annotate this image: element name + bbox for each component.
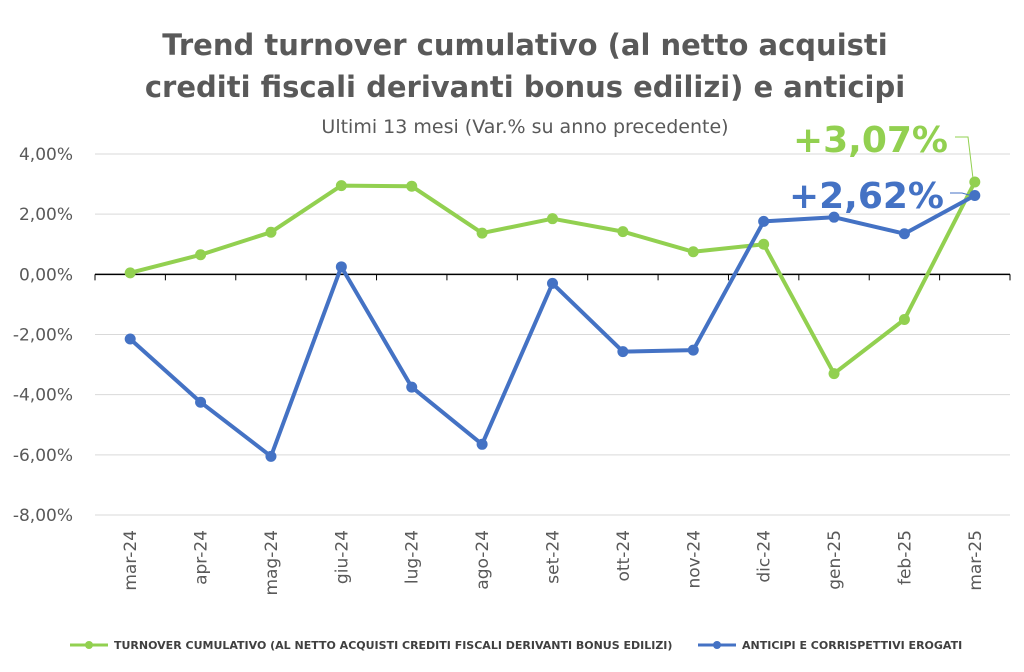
- legend: TURNOVER CUMULATIVO (AL NETTO ACQUISTI C…: [70, 639, 962, 652]
- data-point-anticipi: [547, 277, 558, 289]
- data-point-turnover: [758, 238, 770, 250]
- x-tick-label: ago-24: [473, 530, 493, 590]
- x-tick-label: giu-24: [332, 530, 352, 584]
- x-tick-label: set-24: [544, 530, 564, 584]
- x-tick-label: lug-24: [403, 530, 423, 584]
- data-point-anticipi: [687, 344, 699, 356]
- data-point-turnover: [335, 180, 347, 192]
- x-tick-label: mag-24: [262, 530, 282, 596]
- callout-leader-turnover: [955, 136, 974, 178]
- data-point-anticipi: [265, 450, 277, 462]
- data-point-turnover: [406, 180, 418, 192]
- data-point-anticipi: [406, 381, 418, 393]
- x-tick-label: mar-25: [966, 530, 986, 591]
- data-point-anticipi: [969, 190, 981, 202]
- legend-marker-anticipi: [713, 641, 721, 649]
- data-point-turnover: [124, 267, 136, 279]
- x-tick-label: nov-24: [684, 530, 704, 589]
- data-point-turnover: [969, 176, 981, 188]
- x-tick-label: feb-25: [895, 530, 915, 585]
- data-point-anticipi: [828, 211, 840, 223]
- chart-title-line1: Trend turnover cumulativo (al netto acqu…: [162, 28, 887, 62]
- data-point-anticipi: [476, 438, 488, 450]
- chart-title-line2: crediti fiscali derivanti bonus edilizi)…: [145, 70, 905, 104]
- y-tick-label: 4,00%: [19, 145, 73, 165]
- data-point-turnover: [617, 226, 629, 238]
- y-axis-ticks: 4,00% 2,00% 0,00% -2,00% -4,00% -6,00% -8,00%: [13, 145, 73, 526]
- x-axis: mar-24 apr-24 mag-24 giu-24 lug-24 ago-24 set-…: [94, 273, 1011, 596]
- data-point-turnover: [687, 246, 699, 258]
- y-tick-label: 2,00%: [19, 205, 73, 225]
- data-point-turnover: [265, 226, 277, 238]
- chart-subtitle: Ultimi 13 mesi (Var.% su anno precedente…: [321, 116, 728, 138]
- callouts: +3,07% +2,62%: [789, 120, 974, 217]
- y-tick-label: -6,00%: [13, 446, 73, 466]
- x-tick-label: ott-24: [614, 530, 634, 582]
- data-point-turnover: [476, 227, 488, 239]
- legend-label-turnover: TURNOVER CUMULATIVO (AL NETTO ACQUISTI C…: [114, 639, 672, 652]
- legend-item-turnover: TURNOVER CUMULATIVO (AL NETTO ACQUISTI C…: [70, 639, 672, 652]
- data-point-anticipi: [898, 228, 910, 240]
- y-tick-label: -4,00%: [13, 386, 73, 406]
- gridlines: [95, 153, 1010, 516]
- y-tick-label: -8,00%: [13, 506, 73, 526]
- data-point-turnover: [195, 249, 207, 261]
- legend-item-anticipi: ANTICIPI E CORRISPETTIVI EROGATI: [698, 639, 962, 652]
- data-point-anticipi: [195, 396, 207, 408]
- x-tick-label: apr-24: [192, 530, 212, 585]
- callout-leader-anticipi: [950, 192, 971, 196]
- legend-label-anticipi: ANTICIPI E CORRISPETTIVI EROGATI: [742, 639, 962, 652]
- data-point-turnover: [547, 213, 558, 225]
- data-point-anticipi: [758, 215, 770, 227]
- y-tick-label: -2,00%: [13, 326, 73, 346]
- data-point-anticipi: [335, 261, 347, 273]
- series-line-anticipi: [128, 193, 977, 459]
- legend-marker-turnover: [85, 641, 93, 649]
- y-tick-label: 0,00%: [19, 265, 73, 285]
- x-tick-label: mar-24: [121, 530, 141, 591]
- x-tick-label: gen-25: [825, 530, 845, 590]
- data-point-turnover: [898, 313, 910, 325]
- callout-label-anticipi: +2,62%: [789, 176, 944, 217]
- data-point-turnover: [828, 368, 840, 380]
- data-point-anticipi: [124, 333, 136, 345]
- x-tick-label: dic-24: [755, 530, 775, 583]
- series-layer: [124, 176, 981, 462]
- data-point-anticipi: [617, 346, 629, 358]
- callout-label-turnover: +3,07%: [793, 120, 948, 161]
